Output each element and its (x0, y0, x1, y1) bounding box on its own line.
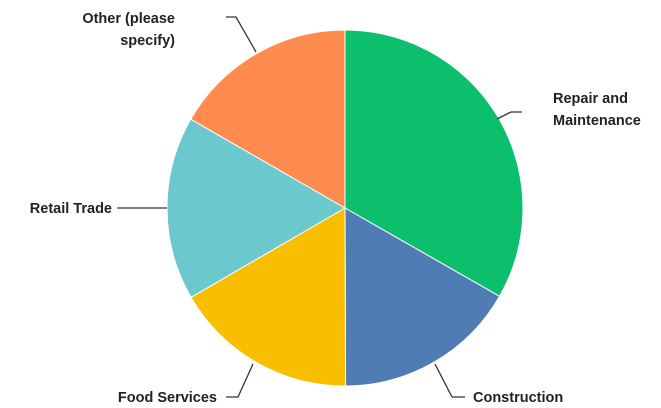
leader-lines (117, 16, 522, 398)
leader-line (496, 111, 522, 120)
slice-label: Construction (473, 390, 563, 406)
pie-slice-construction (344, 207, 501, 387)
pie-slice-other-please-specify (190, 29, 346, 209)
slice-label-line: Food Services (118, 390, 217, 406)
slice-label-line: Construction (473, 390, 563, 406)
slice-labels: Repair and Maintenance Construction Food Se… (30, 11, 641, 406)
slice-label: Repair and Maintenance (553, 91, 641, 129)
slice-label-line: Retail Trade (30, 201, 112, 217)
leader-line (226, 363, 254, 398)
pie-slices (166, 29, 524, 387)
pie-slice-retail-trade (166, 118, 346, 299)
leader-line (434, 363, 465, 398)
slice-label-line: specify) (120, 33, 175, 49)
leader-line (226, 16, 257, 53)
pie-slice-food-services (190, 207, 347, 387)
slice-label-line: Maintenance (553, 113, 641, 129)
slice-label: Other (please specify) (82, 11, 175, 49)
slice-label: Food Services (118, 390, 217, 406)
slice-label-line: Repair and (553, 91, 628, 107)
slice-label: Retail Trade (30, 201, 112, 217)
slice-label-line: Other (please (82, 11, 175, 27)
